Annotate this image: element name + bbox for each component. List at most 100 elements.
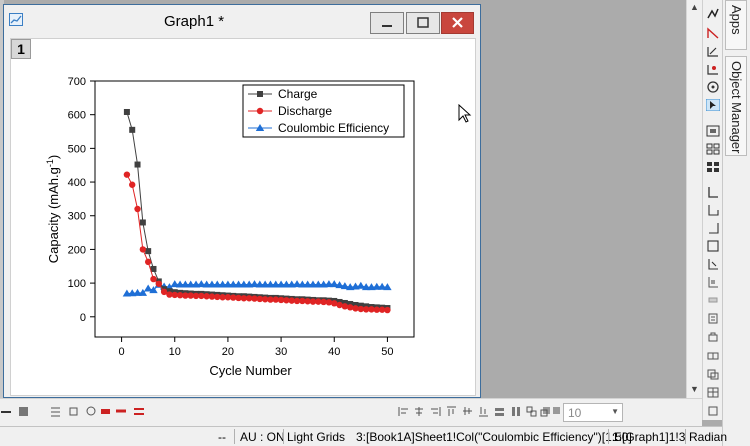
data-point-discharge xyxy=(187,292,194,299)
maximize-button[interactable] xyxy=(406,12,440,34)
more-tools-icon[interactable] xyxy=(706,404,720,416)
graph-page[interactable]: 1 0 100 200 300 400 500 600 700 0 10 20 30 40 50 Cycle… xyxy=(10,38,476,396)
chart[interactable]: 0 100 200 300 400 500 600 700 0 10 20 30 40 50 Cycle N… xyxy=(11,39,475,395)
symbol-color-icon[interactable] xyxy=(100,406,111,417)
minimize-button[interactable] xyxy=(370,12,404,34)
dropdown-arrow-icon[interactable]: ▼ xyxy=(611,407,619,416)
data-point-discharge xyxy=(144,258,152,266)
data-point-discharge xyxy=(139,246,147,253)
status-graph: 1:[Graph1]1!3 xyxy=(612,430,686,444)
scroll-up-icon[interactable]: ▲ xyxy=(690,2,699,12)
tab-object-manager-label: Object Manager xyxy=(729,61,744,154)
plot-frame xyxy=(94,80,415,338)
scroll-down-icon[interactable]: ▼ xyxy=(690,384,699,394)
line-style-icon[interactable] xyxy=(1,406,12,417)
data-point-discharge xyxy=(283,297,290,304)
data-point-charge xyxy=(123,108,130,115)
data-point-discharge xyxy=(160,288,168,296)
axis-y-icon[interactable] xyxy=(706,276,720,288)
data-point-discharge xyxy=(293,297,301,305)
tab-object-manager[interactable]: Object Manager xyxy=(725,56,747,156)
toolbar-expand-icon[interactable] xyxy=(706,294,720,306)
legend-marker-charge xyxy=(257,91,263,97)
data-point-discharge xyxy=(192,292,200,300)
symbol-icon[interactable] xyxy=(68,406,79,417)
vertical-scrollbar[interactable]: ▲ ▼ xyxy=(686,0,702,398)
line-color-icon[interactable] xyxy=(116,406,127,417)
data-point-discharge xyxy=(261,296,269,303)
lock-icon[interactable] xyxy=(706,330,720,342)
x-tick-label: 0 xyxy=(119,346,125,358)
status-angle-unit[interactable]: Radian xyxy=(689,430,728,444)
bring-front-icon[interactable] xyxy=(540,406,551,417)
axis-right-icon[interactable] xyxy=(706,222,720,234)
data-point-coulombic-efficiency xyxy=(170,280,179,288)
y-tick-label: 700 xyxy=(68,76,86,88)
data-point-coulombic-efficiency xyxy=(314,280,323,288)
minimize-icon xyxy=(382,25,392,27)
pointer-tool-icon[interactable] xyxy=(706,99,720,111)
format-toolbar: 10 ▼ xyxy=(0,398,702,426)
same-width-icon[interactable] xyxy=(494,406,505,417)
data-point-coulombic-efficiency xyxy=(202,280,211,288)
align-bottom-icon[interactable] xyxy=(478,406,489,417)
legend-marker-discharge xyxy=(256,107,264,115)
data-point-discharge xyxy=(251,295,258,302)
copy-icon[interactable] xyxy=(706,368,720,380)
data-point-coulombic-efficiency xyxy=(330,280,339,288)
region-mask-icon[interactable] xyxy=(706,81,720,93)
print-icon[interactable] xyxy=(706,312,720,324)
link-icon[interactable] xyxy=(706,350,720,362)
window-title: Graph1 * xyxy=(164,13,225,30)
x-tick-label: 30 xyxy=(275,346,287,358)
mouse-cursor-icon xyxy=(458,104,472,123)
close-button[interactable] xyxy=(441,12,474,34)
layer-grid-icon[interactable] xyxy=(706,143,720,155)
data-reader-icon[interactable] xyxy=(706,27,720,39)
data-point-discharge xyxy=(235,294,242,302)
status-autoupdate[interactable]: AU : ON xyxy=(240,430,285,444)
align-top-icon[interactable] xyxy=(446,406,457,417)
draw-data-icon[interactable] xyxy=(706,8,720,20)
align-center-icon[interactable] xyxy=(414,406,425,417)
table-icon[interactable] xyxy=(706,386,720,398)
zoom-panel-icon[interactable] xyxy=(706,125,720,137)
data-point-discharge xyxy=(267,296,274,303)
same-height-icon[interactable] xyxy=(510,406,521,417)
send-back-icon[interactable] xyxy=(552,406,563,417)
data-point-charge xyxy=(139,219,146,226)
group-icon[interactable] xyxy=(526,406,537,417)
line-width-icon[interactable] xyxy=(134,406,145,417)
data-point-discharge xyxy=(123,171,131,178)
y-tick-label: 200 xyxy=(68,244,86,256)
tab-apps[interactable]: Apps xyxy=(725,0,747,50)
tab-apps-label: Apps xyxy=(729,5,744,35)
align-left-icon[interactable] xyxy=(398,406,409,417)
data-point-discharge xyxy=(203,293,210,300)
x-tick-label: 50 xyxy=(381,346,393,358)
zoom-combobox[interactable]: 10 ▼ xyxy=(563,403,623,422)
axis-box-icon[interactable] xyxy=(706,240,720,252)
align-right-icon[interactable] xyxy=(430,406,441,417)
data-point-coulombic-efficiency xyxy=(213,280,222,288)
side-panel: Apps Object Manager xyxy=(722,0,750,446)
x-tick-label: 40 xyxy=(328,346,340,358)
window-titlebar[interactable]: Graph1 * xyxy=(4,5,480,35)
graph-window[interactable]: Graph1 * 1 0 100 200 300 400 500 600 700 0 10 20 30… xyxy=(3,4,481,398)
fill-color-icon[interactable] xyxy=(18,406,29,417)
graph-window-icon[interactable] xyxy=(9,13,23,26)
axis-break-icon[interactable] xyxy=(706,258,720,270)
data-point-discharge xyxy=(176,292,184,299)
arrange-layers-icon[interactable] xyxy=(706,161,720,173)
pattern-icon[interactable] xyxy=(50,406,61,417)
layer-tab[interactable]: 1 xyxy=(11,39,31,59)
axis-left-icon[interactable] xyxy=(706,186,720,198)
data-point-discharge xyxy=(288,297,295,304)
screen-reader-icon[interactable] xyxy=(706,45,720,57)
align-middle-icon[interactable] xyxy=(462,406,473,417)
symbol-size-icon[interactable] xyxy=(86,406,97,417)
status-theme[interactable]: Light Grids xyxy=(287,430,346,444)
data-point-coulombic-efficiency xyxy=(298,280,307,288)
axis-frame-icon[interactable] xyxy=(706,204,720,216)
data-selector-icon[interactable] xyxy=(706,63,720,75)
